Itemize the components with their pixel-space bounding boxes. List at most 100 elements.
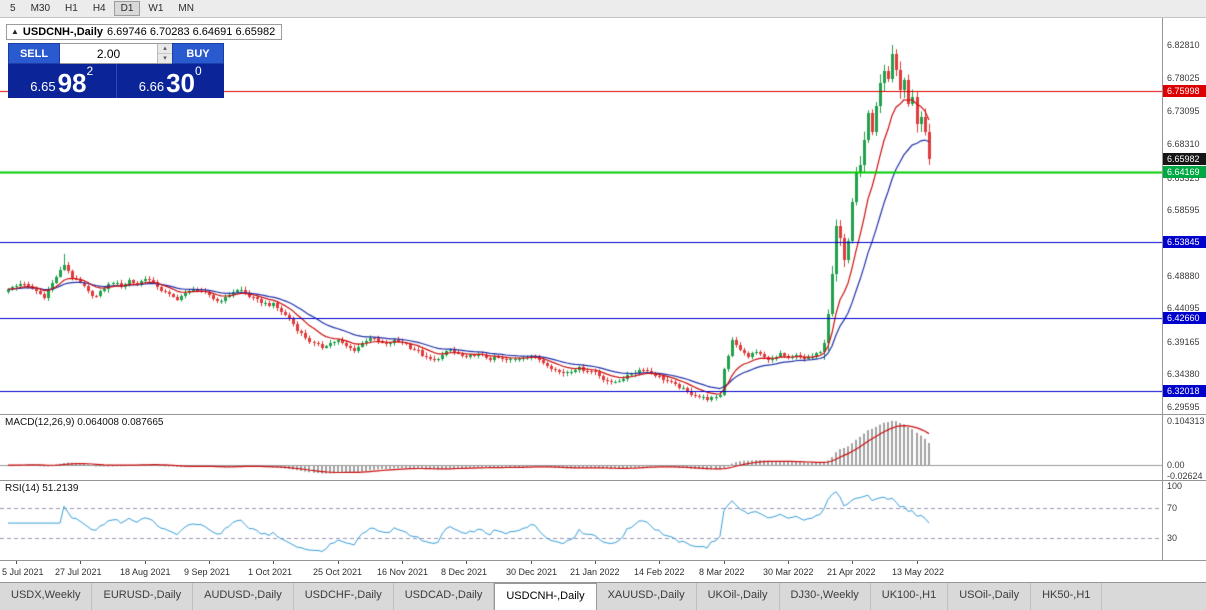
blue-level-3-tag: 6.32018 [1163, 384, 1206, 397]
volume-stepper: ▴ ▾ [157, 44, 172, 63]
price-chart-pane: ▲ USDCNH-,Daily 6.69746 6.70283 6.64691 … [0, 18, 1206, 415]
sell-button[interactable]: SELL [8, 43, 60, 64]
timeframe-button-h4[interactable]: H4 [86, 1, 113, 16]
volume-value: 2.00 [96, 46, 121, 61]
chart-tab-audusddaily[interactable]: AUDUSD-,Daily [193, 583, 294, 610]
support-level-tag: 6.64169 [1163, 165, 1206, 178]
chart-tab-dj30weekly[interactable]: DJ30-,Weekly [780, 583, 871, 610]
rsi-axis-tick: 100 [1167, 481, 1183, 492]
price-tick: 6.44095 [1167, 303, 1200, 314]
timeframe-button-m30[interactable]: M30 [24, 1, 57, 16]
timeframe-button-h1[interactable]: H1 [58, 1, 85, 16]
date-tick-mark [659, 561, 660, 564]
sell-price-base: 6.65 [30, 79, 56, 94]
bid-ask-display: 6.65 98 2 6.66 30 0 [8, 64, 224, 98]
date-tick-mark [595, 561, 596, 564]
buy-price-display[interactable]: 6.66 30 0 [117, 64, 225, 98]
date-label: 5 Jul 2021 [2, 567, 44, 577]
date-label: 18 Aug 2021 [120, 567, 171, 577]
date-label: 21 Jan 2022 [570, 567, 620, 577]
date-tick-mark [16, 561, 17, 564]
blue-level-1-tag: 6.53845 [1163, 236, 1206, 249]
date-label: 30 Mar 2022 [763, 567, 814, 577]
sell-price-point: 2 [86, 64, 94, 78]
chart-tab-usdcnhdaily[interactable]: USDCNH-,Daily [494, 583, 597, 610]
rsi-axis-tick: 70 [1167, 503, 1178, 514]
date-tick-mark [531, 561, 532, 564]
date-label: 8 Mar 2022 [699, 567, 745, 577]
chart-tab-xauusddaily[interactable]: XAUUSD-,Daily [597, 583, 697, 610]
sell-price-pips: 98 [57, 68, 87, 98]
date-tick-mark [145, 561, 146, 564]
date-tick-mark [80, 561, 81, 564]
buy-price-point: 0 [195, 64, 202, 78]
macd-pane: MACD(12,26,9) 0.064008 0.087665 0.104313… [0, 415, 1206, 481]
buy-price-base: 6.66 [138, 79, 165, 94]
date-label: 21 Apr 2022 [827, 567, 876, 577]
chart-ohlc-values: 6.69746 6.70283 6.64691 6.65982 [107, 26, 276, 38]
date-tick-mark [917, 561, 918, 564]
volume-field[interactable]: 2.00 ▴ ▾ [60, 43, 172, 64]
chart-symbol-label: USDCNH-,Daily [22, 26, 103, 38]
price-axis[interactable]: 6.828106.780256.730956.683106.633256.585… [1162, 18, 1206, 414]
sell-price-display[interactable]: 6.65 98 2 [8, 64, 117, 98]
date-axis[interactable]: 5 Jul 2021 27 Jul 2021 18 Aug 2021 9 Sep 20… [0, 561, 1206, 583]
chart-tab-hk50h1[interactable]: HK50-,H1 [1031, 583, 1103, 610]
price-tick: 6.34380 [1167, 369, 1200, 380]
timeframe-button-mn[interactable]: MN [171, 1, 201, 16]
chart-tab-usdchfdaily[interactable]: USDCHF-,Daily [294, 583, 394, 610]
date-tick-mark [788, 561, 789, 564]
chart-tab-eurusddaily[interactable]: EURUSD-,Daily [92, 583, 194, 610]
date-tick-mark [209, 561, 210, 564]
price-tick: 6.39165 [1167, 336, 1200, 347]
date-tick-mark [724, 561, 725, 564]
resistance-level-tag: 6.75998 [1163, 85, 1206, 98]
rsi-pane: RSI(14) 51.2139 100 70 30 [0, 481, 1206, 561]
macd-axis-tick: 0.104313 [1167, 415, 1205, 426]
date-tick-mark [273, 561, 274, 564]
collapse-trade-panel-icon[interactable]: ▲ [11, 27, 19, 36]
date-label: 8 Dec 2021 [441, 567, 488, 577]
price-tick: 6.82810 [1167, 39, 1200, 50]
rsi-axis-tick: 30 [1167, 532, 1178, 543]
chart-tab-usdxweekly[interactable]: USDX,Weekly [0, 583, 93, 610]
macd-canvas[interactable] [0, 415, 1162, 480]
trade-controls-row: SELL 2.00 ▴ ▾ BUY [8, 43, 224, 64]
chart-window: ▲ USDCNH-,Daily 6.69746 6.70283 6.64691 … [0, 18, 1206, 610]
chart-title: ▲ USDCNH-,Daily 6.69746 6.70283 6.64691 … [6, 24, 283, 40]
timeframe-button-w1[interactable]: W1 [141, 1, 170, 16]
price-tick: 6.73095 [1167, 106, 1200, 117]
date-label: 25 Oct 2021 [313, 567, 363, 577]
macd-label: MACD(12,26,9) 0.064008 0.087665 [5, 417, 164, 428]
chart-tab-ukoildaily[interactable]: UKOil-,Daily [697, 583, 780, 610]
buy-button[interactable]: BUY [172, 43, 224, 64]
rsi-axis: 100 70 30 [1162, 481, 1206, 560]
price-tick: 6.58595 [1167, 204, 1200, 215]
price-tick: 6.78025 [1167, 72, 1200, 83]
date-label: 13 May 2022 [892, 567, 945, 577]
volume-increase-button[interactable]: ▴ [158, 44, 172, 54]
chart-tab-uk100h1[interactable]: UK100-,H1 [871, 583, 949, 610]
chart-tab-usdcaddaily[interactable]: USDCAD-,Daily [394, 583, 495, 610]
price-tick: 6.48880 [1167, 270, 1200, 281]
one-click-trading-panel: SELL 2.00 ▴ ▾ BUY 6.65 98 2 [8, 43, 224, 98]
macd-axis-tick: -0.02624 [1167, 471, 1203, 482]
date-label: 16 Nov 2021 [377, 567, 429, 577]
macd-axis: 0.104313 0.00 -0.02624 [1162, 415, 1206, 482]
date-tick-mark [466, 561, 467, 564]
price-tick: 6.68310 [1167, 138, 1200, 149]
volume-decrease-button[interactable]: ▾ [158, 54, 172, 63]
timeframe-button-d1[interactable]: D1 [113, 1, 141, 16]
macd-axis-tick: 0.00 [1167, 460, 1185, 471]
rsi-canvas[interactable] [0, 481, 1162, 560]
date-label: 27 Jul 2021 [55, 567, 102, 577]
timeframe-button-5[interactable]: 5 [3, 1, 23, 16]
bid-price-tag: 6.65982 [1163, 153, 1206, 166]
chart-tab-usoildaily[interactable]: USOil-,Daily [948, 583, 1032, 610]
date-tick-mark [402, 561, 403, 564]
price-tick: 6.29595 [1167, 402, 1200, 413]
buy-price-pips: 30 [166, 68, 196, 98]
blue-level-2-tag: 6.42660 [1163, 312, 1206, 325]
date-label: 1 Oct 2021 [248, 567, 293, 577]
